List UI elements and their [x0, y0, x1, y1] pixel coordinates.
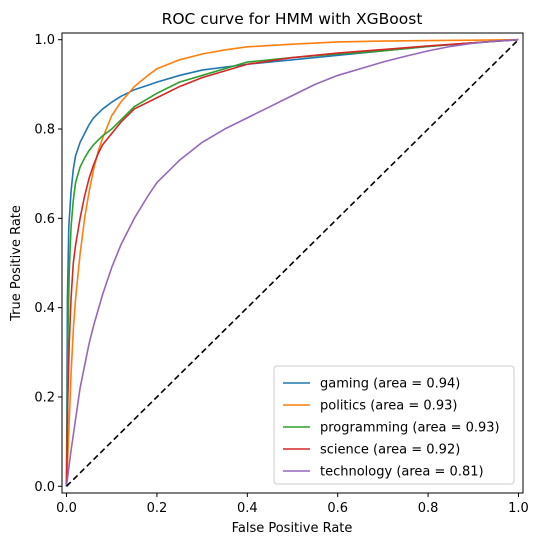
- series-layer: [65, 38, 519, 487]
- plot-border: [61, 32, 524, 494]
- y-tick-label: 0.0: [34, 480, 55, 495]
- x-tick-label: 0.2: [147, 501, 168, 516]
- y-tick-label: 0.6: [34, 212, 55, 227]
- legend-entry: technology (area = 0.81): [320, 465, 484, 480]
- y-tick-label: 0.2: [34, 390, 55, 405]
- legend-entry: programming (area = 0.93): [320, 421, 500, 436]
- chart-title: ROC curve for HMM with XGBoost: [162, 10, 423, 28]
- legend-box: [273, 365, 515, 485]
- legend-entry: politics (area = 0.93): [320, 399, 457, 414]
- series-line-4: [65, 38, 519, 487]
- series-line-0: [65, 38, 519, 487]
- x-tick-label: 0.8: [418, 501, 439, 516]
- x-tick-label: 0.4: [237, 501, 258, 516]
- x-tick-label: 0.6: [327, 501, 348, 516]
- y-tick-label: 0.8: [34, 123, 55, 138]
- legend-entry: gaming (area = 0.94): [320, 377, 460, 392]
- x-tick-label: 0.0: [56, 501, 77, 516]
- y-tick-label: 1.0: [34, 33, 55, 48]
- series-line-2: [65, 38, 519, 487]
- x-axis-label: False Positive Rate: [232, 521, 353, 536]
- legend: gaming (area = 0.94) politics (area = 0.9…: [273, 365, 515, 485]
- y-tick-label: 0.4: [34, 301, 55, 316]
- series-line-3: [65, 38, 519, 487]
- x-tick-label: 1.0: [508, 501, 529, 516]
- series-line-1: [65, 38, 519, 487]
- y-axis-label: True Positive Rate: [9, 205, 24, 322]
- legend-entry: science (area = 0.92): [320, 443, 460, 458]
- chance-diagonal-line: [65, 39, 520, 487]
- y-axis: 0.0 0.2 0.4 0.6 0.8 1.0: [34, 33, 62, 495]
- x-axis: 0.0 0.2 0.4 0.6 0.8 1.0: [56, 493, 529, 516]
